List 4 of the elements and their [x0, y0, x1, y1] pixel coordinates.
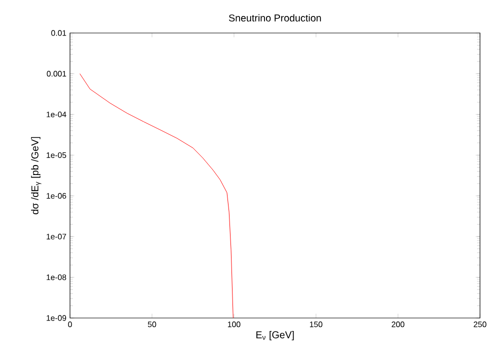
x-axis-title: E$_{ν}$ [GeV]: [256, 331, 294, 340]
line-series: [80, 73, 234, 318]
y-axis-title: dσ /dE$_{γ}$ [pb /GeV]: [31, 137, 42, 214]
chart-title: Sneutrino Production: [228, 14, 321, 22]
